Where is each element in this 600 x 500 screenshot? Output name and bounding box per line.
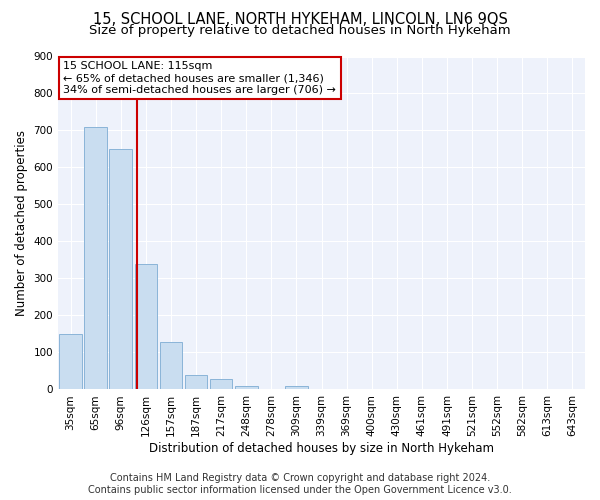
Text: Size of property relative to detached houses in North Hykeham: Size of property relative to detached ho… — [89, 24, 511, 37]
Bar — [285, 386, 308, 390]
Y-axis label: Number of detached properties: Number of detached properties — [15, 130, 28, 316]
Text: 15 SCHOOL LANE: 115sqm
← 65% of detached houses are smaller (1,346)
34% of semi-: 15 SCHOOL LANE: 115sqm ← 65% of detached… — [64, 62, 336, 94]
Bar — [109, 149, 132, 390]
Bar — [235, 386, 257, 390]
Text: 15, SCHOOL LANE, NORTH HYKEHAM, LINCOLN, LN6 9QS: 15, SCHOOL LANE, NORTH HYKEHAM, LINCOLN,… — [92, 12, 508, 28]
Bar — [185, 374, 208, 390]
Text: Contains HM Land Registry data © Crown copyright and database right 2024.
Contai: Contains HM Land Registry data © Crown c… — [88, 474, 512, 495]
Bar — [59, 334, 82, 390]
Bar — [134, 264, 157, 390]
Bar — [85, 127, 107, 390]
Bar — [210, 379, 232, 390]
Bar — [160, 342, 182, 390]
X-axis label: Distribution of detached houses by size in North Hykeham: Distribution of detached houses by size … — [149, 442, 494, 455]
